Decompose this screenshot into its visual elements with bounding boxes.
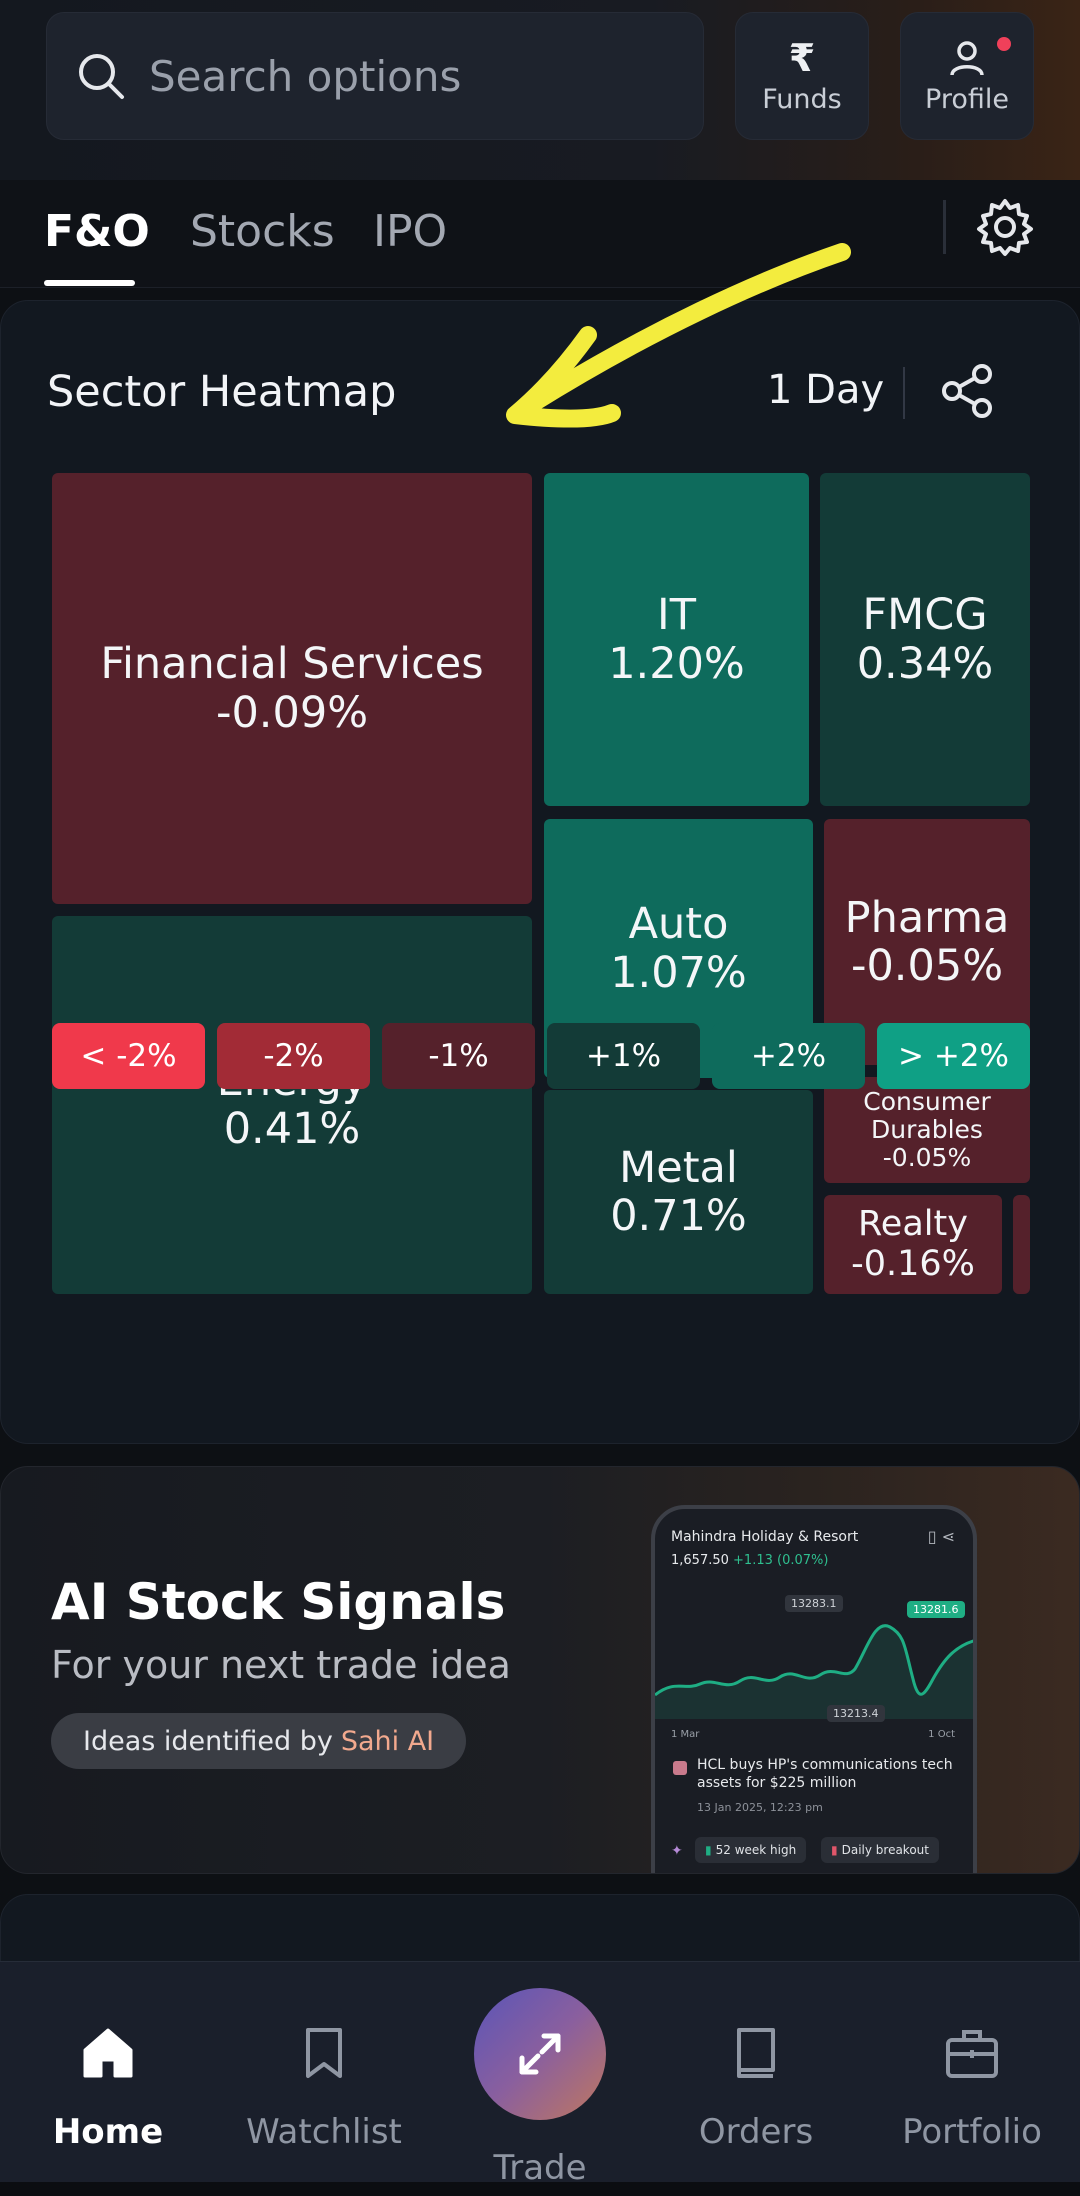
nav-label: Orders: [698, 2112, 814, 2152]
period-selector[interactable]: 1 Day: [767, 367, 885, 413]
user-icon: [950, 40, 984, 76]
tile-value: -0.16%: [851, 1243, 975, 1284]
mockup-price-value: 1,657.50: [671, 1553, 729, 1568]
promo-title: AI Stock Signals: [51, 1573, 506, 1631]
tile-energy[interactable]: Energy 0.41%: [52, 916, 532, 1294]
tile-fmcg[interactable]: FMCG 0.34%: [820, 473, 1030, 806]
mockup-price: 1,657.50 +1.13 (0.07%): [671, 1553, 828, 1568]
swap-arrows-icon: [519, 2033, 561, 2075]
tile-value: 1.07%: [610, 947, 747, 998]
tile-name: Realty: [858, 1204, 968, 1245]
phone-mockup: Mahindra Holiday & Resort 1,657.50 +1.13…: [651, 1505, 977, 1873]
mockup-low-tag: 13213.4: [827, 1705, 885, 1722]
tab-stocks[interactable]: Stocks: [190, 206, 335, 257]
ai-signals-banner[interactable]: AI Stock Signals For your next trade ide…: [0, 1466, 1080, 1874]
tile-value: 0.34%: [856, 638, 994, 689]
tile-name: Pharma: [844, 892, 1010, 943]
trade-button[interactable]: [474, 1988, 606, 2120]
tile-small-sector[interactable]: [1013, 1195, 1030, 1294]
tab-fno[interactable]: F&O: [44, 206, 150, 257]
tile-name: Metal: [619, 1142, 738, 1193]
nav-label: Watchlist: [246, 2112, 402, 2152]
book-icon: [737, 2028, 775, 2078]
mockup-axis-end: 1 Oct: [928, 1729, 955, 1740]
mockup-current-tag: 13281.6: [907, 1601, 965, 1618]
tile-value: -0.05%: [882, 1143, 972, 1172]
search-input[interactable]: Search options: [46, 12, 704, 140]
system-gesture-bar: [0, 2182, 1080, 2196]
nav-portfolio[interactable]: Portfolio: [864, 1962, 1080, 2196]
search-placeholder: Search options: [149, 51, 462, 101]
share-icon[interactable]: [938, 361, 998, 421]
tile-it[interactable]: IT 1.20%: [544, 473, 809, 806]
legend-item: +2%: [712, 1023, 865, 1089]
header-divider: [903, 367, 905, 419]
up-icon: ▮: [705, 1843, 712, 1857]
segment-tabs: F&O Stocks IPO: [0, 180, 1080, 288]
heatmap-title: Sector Heatmap: [47, 367, 397, 417]
chip-label: 52 week high: [715, 1843, 797, 1857]
tile-financial-services[interactable]: Financial Services -0.09%: [52, 473, 532, 904]
search-icon: [79, 54, 124, 99]
funds-label: Funds: [762, 83, 842, 115]
mockup-chip-52week: ▮ 52 week high: [695, 1837, 807, 1863]
promo-subtitle: For your next trade idea: [51, 1643, 511, 1687]
legend-item: > +2%: [877, 1023, 1030, 1089]
mockup-high-tag: 13283.1: [785, 1595, 843, 1612]
legend-item: -1%: [382, 1023, 535, 1089]
promo-pill: Ideas identified by Sahi AI: [51, 1713, 467, 1769]
tile-name: Financial Services: [100, 639, 484, 690]
tab-ipo[interactable]: IPO: [373, 206, 448, 257]
sector-heatmap-card: Sector Heatmap 1 Day Financial Services …: [0, 300, 1080, 1444]
pill-highlight: Sahi AI: [340, 1725, 435, 1757]
tile-name: Auto: [628, 899, 729, 950]
legend-item: +1%: [547, 1023, 700, 1089]
mockup-news-date: 13 Jan 2025, 12:23 pm: [697, 1801, 823, 1814]
tile-consumer-durables[interactable]: Consumer Durables -0.05%: [824, 1077, 1030, 1183]
tabs-divider: [943, 200, 946, 254]
mockup-bookmark-share-icons: ▯ ⋖: [927, 1527, 955, 1546]
tile-value: 0.41%: [223, 1104, 361, 1154]
legend-item: < -2%: [52, 1023, 205, 1089]
profile-label: Profile: [925, 83, 1009, 115]
tile-name: Consumer Durables: [863, 1087, 991, 1144]
briefcase-icon: [946, 2030, 998, 2078]
top-bar: Search options ₹ Funds Profile: [0, 0, 1080, 180]
legend-item: -2%: [217, 1023, 370, 1089]
tile-value: -0.05%: [850, 941, 1004, 991]
news-icon: [673, 1761, 687, 1775]
profile-button[interactable]: Profile: [900, 12, 1034, 140]
active-tab-indicator: [44, 280, 135, 286]
nav-watchlist[interactable]: Watchlist: [216, 1962, 432, 2196]
tile-value: 0.71%: [610, 1191, 747, 1241]
nav-orders[interactable]: Orders: [648, 1962, 864, 2196]
funds-button[interactable]: ₹ Funds: [735, 12, 869, 140]
gear-icon[interactable]: [975, 197, 1035, 257]
nav-label: Portfolio: [902, 2112, 1042, 2152]
bottom-navigation: Home Watchlist Orders Portfolio Trade: [0, 1961, 1080, 2196]
mockup-axis-start: 1 Mar: [671, 1729, 700, 1740]
pill-prefix: Ideas identified by: [83, 1725, 333, 1757]
tile-value: 1.20%: [608, 638, 745, 689]
mockup-price-change: +1.13 (0.07%): [733, 1553, 829, 1568]
nav-home[interactable]: Home: [0, 1962, 216, 2196]
sparkle-icon: ✦: [671, 1843, 683, 1859]
chip-label: Daily breakout: [841, 1843, 929, 1857]
bookmark-icon: [306, 2028, 342, 2078]
tile-name: FMCG: [862, 590, 988, 641]
mockup-stock-name: Mahindra Holiday & Resort: [671, 1529, 859, 1545]
tile-name: IT: [657, 590, 696, 641]
tile-realty[interactable]: Realty -0.16%: [824, 1195, 1002, 1294]
notification-dot: [997, 37, 1011, 51]
rupee-icon: ₹: [788, 35, 816, 80]
tile-metal[interactable]: Metal 0.71%: [544, 1090, 813, 1294]
chart-icon: ▮: [831, 1843, 838, 1857]
mockup-chip-breakout: ▮ Daily breakout: [821, 1837, 939, 1863]
home-icon: [83, 2028, 133, 2078]
mockup-line-chart: [655, 1624, 973, 1719]
nav-trade-label: Trade: [493, 2148, 587, 2188]
tile-value: -0.09%: [215, 687, 369, 738]
nav-label: Home: [52, 2112, 164, 2152]
mockup-news: HCL buys HP's communications tech assets…: [697, 1757, 953, 1791]
